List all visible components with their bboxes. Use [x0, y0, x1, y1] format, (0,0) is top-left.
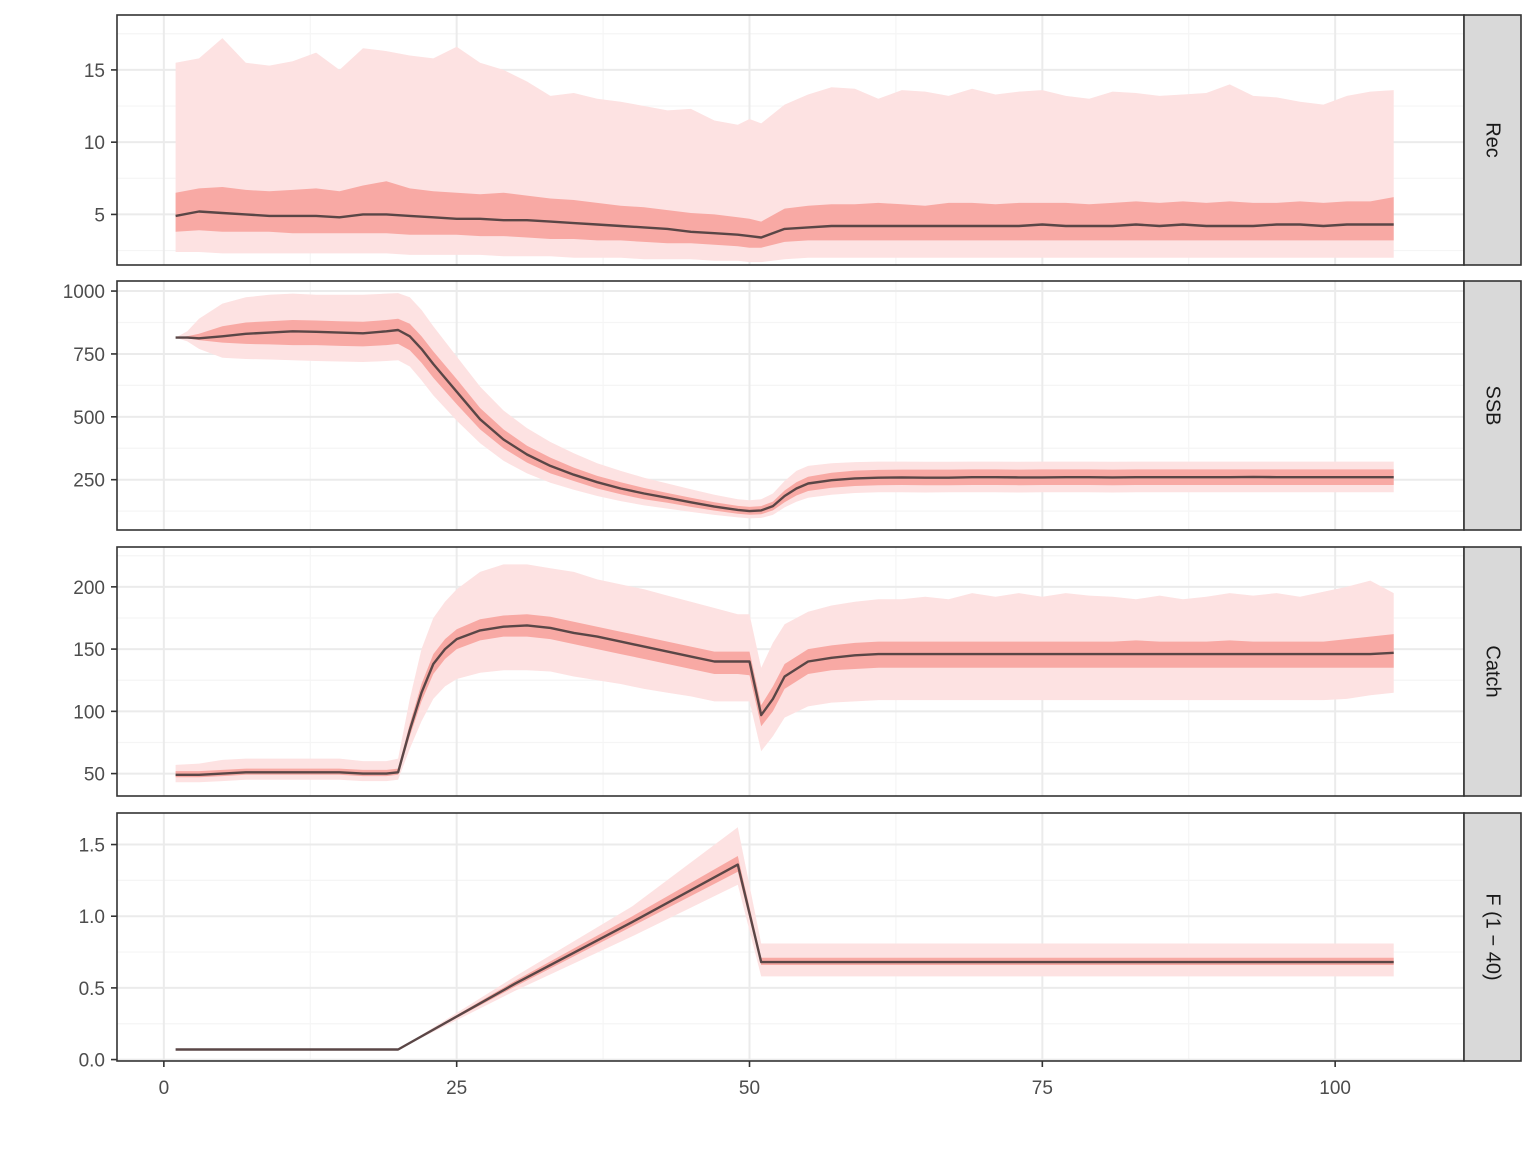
facet-strip-label: F (1 − 40)	[1482, 893, 1504, 980]
panel-1: 250 500 750 1000 SSB	[63, 280, 1522, 531]
y-tick-label: 1.5	[79, 836, 105, 857]
facet-strip	[1463, 546, 1522, 797]
median-line	[175, 210, 1394, 239]
facet-strip-label: Rec	[1482, 122, 1504, 158]
facet-strip-label: SSB	[1482, 385, 1504, 425]
facet-strip-label: Catch	[1482, 645, 1504, 697]
y-tick-label: 50	[84, 765, 105, 786]
facet-strip	[1463, 812, 1522, 1062]
band-90	[175, 293, 1394, 519]
y-tick-label: 1.0	[79, 907, 105, 928]
y-tick-label: 5	[94, 205, 105, 226]
y-tick-label: 10	[84, 133, 105, 154]
y-tick-label: 0.5	[79, 979, 105, 1000]
band-50	[175, 181, 1394, 248]
y-tick-label: 150	[73, 640, 105, 661]
panel-background	[117, 813, 1464, 1061]
y-tick-label: 100	[73, 702, 105, 723]
x-tick-label: 100	[1319, 1078, 1351, 1099]
panel-3: 0.0 0.5 1.0 1.5 F (1 − 40)	[79, 812, 1522, 1072]
y-tick-label: 1000	[63, 282, 105, 303]
y-tick-label: 15	[84, 61, 105, 82]
facet-strip	[1463, 280, 1522, 531]
x-axis: 0 25 50 75 100	[159, 1061, 1351, 1099]
band-50	[175, 318, 1394, 515]
x-tick-label: 25	[446, 1078, 467, 1099]
x-tick-label: 50	[739, 1078, 760, 1099]
median-line	[175, 328, 1394, 513]
y-tick-label: 0.0	[79, 1051, 105, 1072]
y-tick-label: 200	[73, 578, 105, 599]
panel-0: 5 10 15 Rec	[84, 14, 1522, 266]
median-line	[175, 863, 1394, 1051]
x-tick-label: 75	[1032, 1078, 1053, 1099]
x-tick-label: 0	[159, 1078, 170, 1099]
median-line	[175, 624, 1394, 776]
panel-2: 50 100 150 200 Catch	[73, 546, 1522, 797]
y-tick-label: 750	[73, 345, 105, 366]
y-tick-label: 250	[73, 471, 105, 492]
y-tick-label: 500	[73, 408, 105, 429]
facet-strip	[1463, 14, 1522, 266]
